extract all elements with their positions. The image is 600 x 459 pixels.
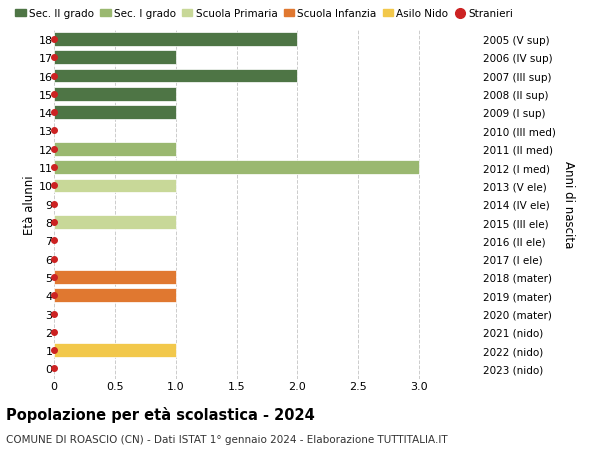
Bar [54,33,298,47]
Bar [54,106,176,120]
Bar [54,70,298,83]
Legend: Sec. II grado, Sec. I grado, Scuola Primaria, Scuola Infanzia, Asilo Nido, Stran: Sec. II grado, Sec. I grado, Scuola Prim… [11,5,517,23]
Bar [54,88,176,101]
Bar [54,179,176,193]
Y-axis label: Età alunni: Età alunni [23,174,36,234]
Bar [54,161,419,174]
Bar [54,51,176,65]
Bar [54,216,176,230]
Text: COMUNE DI ROASCIO (CN) - Dati ISTAT 1° gennaio 2024 - Elaborazione TUTTITALIA.IT: COMUNE DI ROASCIO (CN) - Dati ISTAT 1° g… [6,434,448,444]
Y-axis label: Anni di nascita: Anni di nascita [562,161,575,248]
Bar [54,289,176,302]
Text: Popolazione per età scolastica - 2024: Popolazione per età scolastica - 2024 [6,406,315,422]
Bar [54,143,176,157]
Bar [54,343,176,357]
Bar [54,270,176,284]
